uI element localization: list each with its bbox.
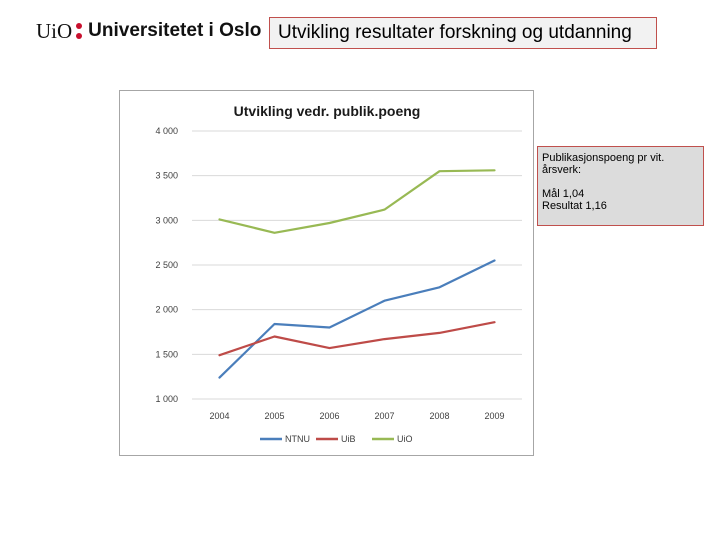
logo-university-name: Universitetet i Oslo bbox=[88, 20, 262, 41]
logo-uio-text: UiO bbox=[36, 18, 73, 43]
legend-label-ntnu: NTNU bbox=[285, 434, 310, 444]
x-axis-ticks: 2004 2005 2006 2007 2008 2009 bbox=[209, 411, 504, 421]
note-line-1: Publikasjonspoeng pr vit. årsverk: bbox=[542, 152, 665, 176]
y-tick-label: 2 000 bbox=[155, 305, 178, 315]
series-line-uio bbox=[218, 169, 496, 234]
x-tick-label: 2004 bbox=[209, 411, 229, 421]
logo-dot-top bbox=[76, 23, 83, 29]
series-line-uib bbox=[218, 321, 496, 357]
y-tick-label: 3 500 bbox=[155, 171, 178, 181]
y-tick-label: 2 500 bbox=[155, 260, 178, 270]
y-axis-ticks: 1 000 1 500 2 000 2 500 3 000 3 500 4 000 bbox=[155, 126, 178, 404]
slide-title: Utvikling resultater forskning og utdann… bbox=[269, 17, 657, 49]
note-line-3: Resultat 1,16 bbox=[542, 200, 607, 212]
legend: NTNU UiB UiO bbox=[260, 434, 413, 444]
y-tick-label: 1 000 bbox=[155, 394, 178, 404]
line-chart: Utvikling vedr. publik.poeng 1 000 1 500 2… bbox=[155, 103, 522, 444]
logo-dot-bottom bbox=[76, 33, 83, 39]
logo-dots bbox=[76, 23, 83, 39]
series-lines bbox=[218, 169, 496, 379]
y-tick-label: 4 000 bbox=[155, 126, 178, 136]
gridlines bbox=[192, 130, 522, 400]
chart-title: Utvikling vedr. publik.poeng bbox=[234, 103, 421, 119]
note-box: Publikasjonspoeng pr vit. årsverk: Mål 1… bbox=[537, 146, 704, 226]
legend-label-uib: UiB bbox=[341, 434, 356, 444]
x-tick-label: 2007 bbox=[374, 411, 394, 421]
uio-logo: UiO Universitetet i Oslo bbox=[36, 18, 261, 44]
series-line-ntnu bbox=[218, 259, 496, 379]
x-tick-label: 2008 bbox=[429, 411, 449, 421]
x-tick-label: 2005 bbox=[264, 411, 284, 421]
x-tick-label: 2006 bbox=[319, 411, 339, 421]
y-tick-label: 1 500 bbox=[155, 349, 178, 359]
legend-label-uio: UiO bbox=[397, 434, 413, 444]
x-tick-label: 2009 bbox=[484, 411, 504, 421]
y-tick-label: 3 000 bbox=[155, 215, 178, 225]
note-line-2: Mål 1,04 bbox=[542, 188, 585, 200]
chart-frame: Utvikling vedr. publik.poeng 1 000 1 500 2… bbox=[119, 90, 534, 456]
